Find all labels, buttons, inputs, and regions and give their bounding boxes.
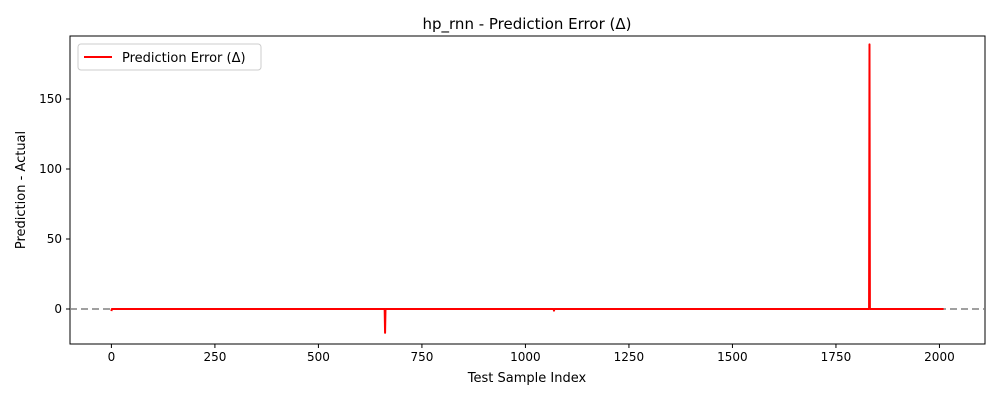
x-tick-label: 1250: [614, 350, 645, 364]
x-axis-ticks: 0 250 500 750 1000 1250 1500 1750 2000: [108, 344, 955, 364]
axes-frame: [69, 35, 986, 345]
x-tick-label: 500: [307, 350, 330, 364]
legend-box: [77, 43, 262, 71]
series-line-prediction-error: [110, 43, 944, 334]
x-axis-label: Test Sample Index: [467, 371, 587, 386]
plot-area: [69, 35, 986, 345]
y-axis-label: Prediction - Actual: [14, 131, 29, 249]
x-tick-label: 750: [410, 350, 433, 364]
y-tick-label: 0: [54, 302, 62, 316]
y-tick-label: 50: [47, 232, 62, 246]
legend: Prediction Error (Δ): [77, 43, 262, 71]
y-tick-label: 100: [39, 162, 62, 176]
series-layer: [110, 43, 944, 334]
y-tick-label: 150: [39, 92, 62, 106]
y-axis-ticks: 0 50 100 150: [39, 92, 70, 316]
x-tick-label: 2000: [924, 350, 955, 364]
legend-label: Prediction Error (Δ): [122, 51, 246, 66]
chart-title: hp_rnn - Prediction Error (Δ): [423, 15, 632, 34]
x-tick-label: 0: [108, 350, 116, 364]
x-tick-label: 1000: [510, 350, 541, 364]
x-tick-label: 1750: [821, 350, 852, 364]
x-tick-label: 1500: [717, 350, 748, 364]
x-tick-label: 250: [203, 350, 226, 364]
